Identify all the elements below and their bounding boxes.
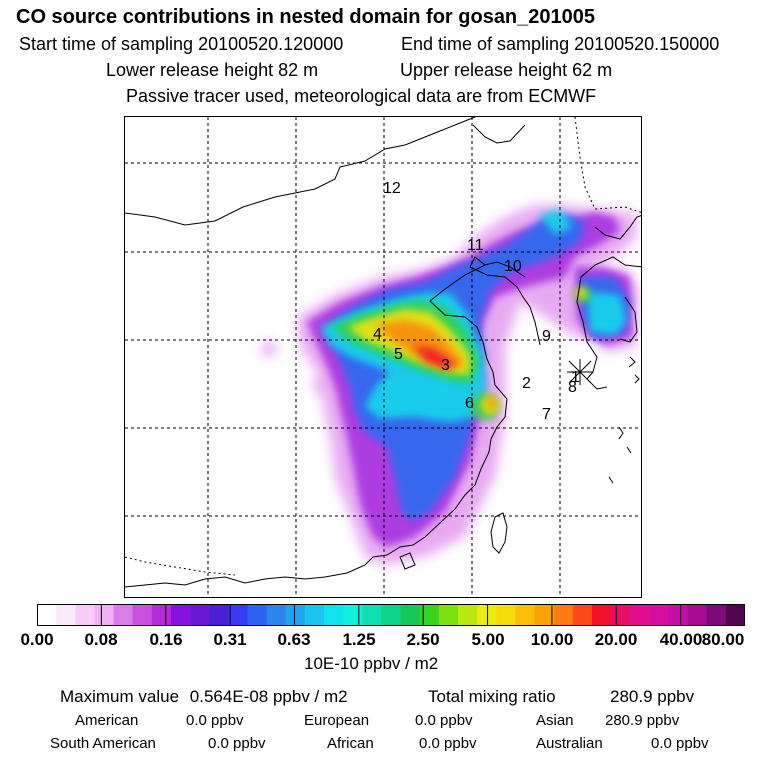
colorbar-swatch	[362, 604, 383, 626]
region-label: 2	[522, 375, 531, 392]
colorbar-tick: 0.63	[277, 630, 311, 649]
colorbar-swatch	[649, 604, 670, 626]
colorbar-swatch	[534, 604, 555, 626]
asian-value: 280.9 ppbv	[605, 712, 680, 729]
colorbar-swatch	[553, 604, 574, 626]
south-american-value: 0.0 ppbv	[208, 735, 266, 752]
colorbar-tick: 0.08	[84, 630, 118, 649]
colorbar-swatch	[725, 604, 745, 626]
colorbar-tick: 0.16	[149, 630, 183, 649]
sampling-times: Start time of sampling 20100520.120000 E…	[19, 34, 719, 55]
colorbar-swatch	[247, 604, 268, 626]
colorbar-swatch	[611, 604, 631, 626]
colorbar-units: 10E-10 ppbv / m2	[304, 654, 439, 673]
region-label: 7	[542, 406, 551, 423]
colorbar-swatch	[266, 604, 287, 626]
asian-label: Asian	[536, 712, 574, 729]
colorbar-swatch	[477, 604, 497, 626]
max-value-label: Maximum value	[60, 687, 180, 706]
region-labels: 1 2 3 4 5 6 7 8 9 10 11 12	[373, 180, 580, 423]
region-label: 11	[467, 237, 484, 254]
american-label: American	[75, 712, 139, 729]
upper-release-height: Upper release height 62 m	[400, 60, 613, 80]
colorbar-swatch	[591, 604, 612, 626]
colorbar-swatch	[209, 604, 229, 626]
european-label: European	[304, 712, 370, 729]
colorbar-swatch	[381, 604, 402, 626]
colorbar-swatch	[419, 604, 440, 626]
colorbar-swatch	[457, 604, 478, 626]
colorbar-swatch	[668, 604, 689, 626]
region-label: 3	[441, 357, 450, 374]
african-label: African	[327, 735, 374, 752]
colorbar-swatch	[228, 604, 249, 626]
region-label: 9	[542, 328, 551, 345]
release-heights: Lower release height 82 m Upper release …	[106, 60, 612, 81]
coastlines	[125, 117, 641, 588]
colorbar-swatch	[515, 604, 536, 626]
colorbar-swatch	[113, 604, 134, 626]
region-label: 10	[504, 258, 522, 275]
graticule	[125, 117, 641, 597]
region-label: 5	[394, 346, 403, 363]
australian-label: Australian	[536, 735, 603, 752]
colorbar-tick: 0.31	[213, 630, 247, 649]
colorbar-swatch	[343, 604, 363, 626]
colorbar-swatch	[94, 604, 115, 626]
south-american-label: South American	[50, 735, 156, 752]
african-value: 0.0 ppbv	[419, 735, 477, 752]
colorbar-swatch	[400, 604, 421, 626]
colorbar-swatch	[687, 604, 708, 626]
start-time: Start time of sampling 20100520.120000	[19, 34, 344, 54]
australian-value: 0.0 ppbv	[651, 735, 709, 752]
colorbar-border	[37, 604, 745, 626]
colorbar-swatch	[170, 604, 191, 626]
plume-red	[413, 345, 457, 369]
colorbar-tick: 0.00	[20, 630, 54, 649]
colorbar-swatch	[190, 604, 210, 626]
colorbar-canvas	[37, 604, 745, 626]
colorbar-swatch	[324, 604, 344, 626]
receptor-marker	[567, 359, 593, 385]
region-label: 6	[465, 395, 474, 412]
colorbar-swatch	[285, 604, 306, 626]
max-value: 0.564E-08 ppbv / m2	[189, 687, 348, 706]
colorbar-tick: 80.00	[701, 630, 745, 649]
colorbar-swatch	[496, 604, 516, 626]
total-mixing-label: Total mixing ratio	[428, 687, 556, 706]
colorbar-swatch	[438, 604, 459, 626]
region-label: 12	[383, 180, 401, 197]
colorbar-swatch	[706, 604, 727, 626]
region-label: 8	[568, 379, 577, 396]
colorbar-tick: 10.00	[530, 630, 574, 649]
concentration-map: 1 2 3 4 5 6 7 8 9 10 11 12	[124, 116, 642, 598]
region-label: 4	[373, 326, 382, 343]
american-value: 0.0 ppbv	[186, 712, 244, 729]
map-canvas: 1 2 3 4 5 6 7 8 9 10 11 12	[125, 117, 641, 597]
colorbar-tick: 2.50	[406, 630, 440, 649]
colorbar-swatch	[630, 604, 650, 626]
summary-stats: Maximum value 0.564E-08 ppbv / m2 Total …	[60, 687, 760, 707]
end-time: End time of sampling 20100520.150000	[401, 34, 720, 54]
colorbar-swatch	[75, 604, 96, 626]
colorbar-tick: 40.00	[659, 630, 703, 649]
colorbar-swatch	[56, 604, 76, 626]
tracer-note: Passive tracer used, meteorological data…	[126, 86, 597, 106]
colorbar-swatch	[572, 604, 593, 626]
european-value: 0.0 ppbv	[415, 712, 473, 729]
country-borders	[125, 117, 641, 576]
colorbar-swatch	[304, 604, 325, 626]
lower-release-height: Lower release height 82 m	[106, 60, 319, 80]
colorbar-tick: 20.00	[594, 630, 638, 649]
region-label: 1	[571, 369, 580, 386]
colorbar-swatch	[37, 604, 57, 626]
colorbar-tick: 1.25	[342, 630, 376, 649]
colorbar	[37, 604, 745, 626]
total-mixing-value: 280.9 ppbv	[610, 687, 695, 706]
colorbar-swatch	[151, 604, 172, 626]
colorbar-tick: 5.00	[471, 630, 505, 649]
colorbar-swatch	[132, 604, 153, 626]
plot-title: CO source contributions in nested domain…	[16, 6, 596, 28]
